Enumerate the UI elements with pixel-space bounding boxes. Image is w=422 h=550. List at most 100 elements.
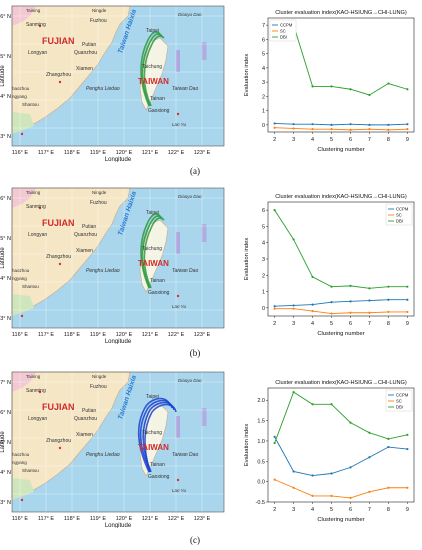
data-point-ccpm (368, 299, 371, 302)
y-tick-label: 0 (262, 306, 265, 312)
data-point-sc (387, 128, 390, 131)
label-taiwan: TAIWAN (138, 443, 169, 452)
x-tick-label: 4 (311, 137, 314, 143)
data-point-ccpm (349, 466, 352, 469)
lon-tick-label: 123° E (194, 332, 211, 338)
y-tick-label: 3 (262, 80, 265, 86)
lon-tick-label: 122° E (168, 516, 185, 522)
label-shantou: Shantou (22, 102, 39, 107)
label-quanzhou: Quanzhou (74, 232, 97, 238)
label-diaoyu: Diaoyu Dao (178, 194, 202, 199)
data-point-sc (387, 486, 390, 489)
data-point-dbi (406, 285, 409, 288)
map-panel-b: Taining Ningde Fuzhou Sanming FUJIAN Putian Qu… (0, 184, 228, 344)
evaluation-chart-a: Cluster evaluation index(KAO-HSIUNG→CHI-… (244, 10, 415, 153)
lat-tick-label: 26° N (0, 196, 11, 202)
label-fujian: FUJIAN (42, 402, 75, 412)
vessel-track (140, 213, 161, 289)
map-panel-c: Taining Ningde Fuzhou Sanming FUJIAN Putian Qu… (0, 368, 228, 528)
label-gaoxiong: Gaoxiong (148, 290, 170, 296)
data-point-ccpm (349, 123, 352, 126)
data-point-sc (292, 127, 295, 130)
x-axis-label: Clustering number (317, 331, 364, 337)
series-line-ccpm (274, 123, 408, 126)
y-tick-label: 3 (262, 257, 265, 263)
data-point-dbi (387, 285, 390, 288)
lat-tick-label: 25° N (0, 54, 11, 60)
map-frame (11, 5, 225, 147)
label-zhangzhou: Zhangzhou (46, 72, 71, 78)
label-shantou: Shantou (22, 468, 39, 473)
label-sanming: Sanming (26, 22, 46, 28)
label-xiamen: Xiamen (76, 66, 93, 72)
legend-label: CCPM (396, 207, 409, 212)
y-tick-label: 1 (262, 290, 265, 296)
marker-dot (176, 478, 180, 482)
data-point-ccpm (292, 123, 295, 126)
label-ningde: Ningde (92, 190, 107, 195)
label-diaoyu: Diaoyu Dao (178, 378, 202, 383)
data-point-dbi (387, 82, 390, 85)
legend-label: SC (280, 29, 286, 34)
map-figure-b: Taining Ningde Fuzhou Sanming FUJIAN Putian Qu… (0, 187, 225, 344)
province-guangdong (12, 112, 34, 134)
y-tick-label: 6 (262, 37, 265, 43)
series-line-ccpm (274, 436, 408, 476)
data-point-dbi (330, 403, 333, 406)
x-tick-label: 4 (311, 507, 314, 513)
vessel-track (143, 217, 165, 289)
label-fujian: FUJIAN (42, 36, 75, 46)
x-tick-label: 6 (349, 321, 352, 327)
label-taining: Taining (26, 8, 41, 13)
latitude-axis-label: Latitude (0, 247, 6, 269)
label-tainan: Tainan (150, 462, 165, 468)
marker-dot (20, 132, 24, 136)
data-point-ccpm (406, 123, 409, 126)
lon-tick-label: 119° E (90, 150, 106, 156)
data-point-dbi (292, 390, 295, 394)
label-penghu: Penghu Liedao (86, 268, 120, 274)
x-tick-label: 9 (406, 321, 409, 327)
latitude-axis-label: Latitude (0, 431, 6, 453)
plot-frame (267, 387, 415, 503)
label-zhangzhou: Zhangzhou (46, 254, 71, 260)
lon-tick-label: 122° E (168, 332, 185, 338)
y-tick-label: 2.0 (257, 398, 265, 404)
legend-label: DBI (280, 35, 287, 40)
data-point-sc (273, 478, 276, 481)
data-point-ccpm (273, 122, 276, 125)
data-point-dbi (368, 287, 371, 290)
label-gaoxiong: Gaoxiong (148, 108, 170, 114)
caption-b: (b) (189, 348, 201, 358)
lat-tick-label: 24° N (0, 470, 11, 476)
label-longyan: Longyan (28, 416, 47, 422)
marker-dot (38, 390, 42, 394)
label-shantou: Shantou (22, 284, 39, 289)
label-taipei: Taipei (146, 394, 159, 400)
map-figure-c: Taining Ningde Fuzhou Sanming FUJIAN Putian Qu… (0, 371, 225, 528)
lon-tick-label: 117° E (38, 516, 54, 522)
lat-tick-label: 25° N (0, 236, 11, 242)
map-frame (11, 187, 225, 329)
chart-title: Cluster evaluation index(KAO-HSIUNG→CHI-… (275, 380, 407, 386)
lon-tick-label: 118° E (64, 332, 80, 338)
data-point-ccpm (406, 447, 409, 451)
x-tick-label: 8 (387, 507, 390, 513)
x-tick-label: 7 (368, 507, 371, 513)
marker-dot (38, 206, 42, 210)
y-tick-label: 2 (262, 273, 265, 279)
lon-tick-label: 119° E (90, 516, 106, 522)
data-point-dbi (406, 88, 409, 91)
latitude-axis-label: Latitude (0, 65, 6, 87)
label-xiamen: Xiamen (76, 432, 93, 438)
y-tick-label: 5 (262, 52, 265, 58)
marker-dot (20, 498, 24, 502)
label-jieyang: ngyang (12, 276, 27, 281)
lon-tick-label: 119° E (90, 332, 106, 338)
lon-tick-label: 117° E (38, 332, 54, 338)
data-point-sc (368, 128, 371, 131)
y-tick-label: 0 (262, 123, 265, 129)
x-tick-label: 2 (273, 321, 276, 327)
y-axis-label: Evaluation index (244, 424, 250, 467)
lon-tick-label: 118° E (64, 516, 80, 522)
